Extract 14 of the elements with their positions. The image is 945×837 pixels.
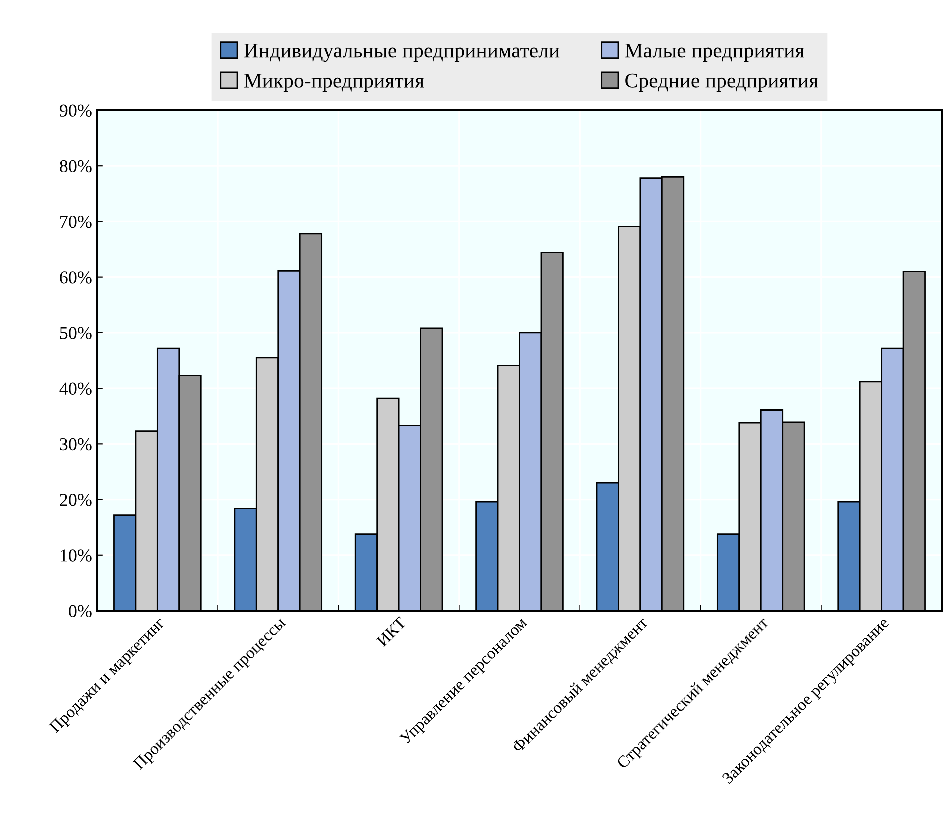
legend-label: Индивидуальные предприниматели — [244, 44, 560, 62]
legend-label: Малые предприятия — [625, 44, 804, 62]
y-tick-label: 70% — [60, 216, 92, 228]
y-tick-label: 80% — [60, 160, 92, 173]
y-tick-label: 30% — [60, 438, 92, 451]
legend-label: Микро-предприятия — [244, 74, 424, 92]
y-tick-label: 60% — [60, 272, 92, 284]
y-tick-label: 20% — [60, 494, 92, 506]
y-tick-label: 50% — [60, 327, 92, 340]
y-tick-label: 10% — [60, 550, 92, 562]
y-tick-label: 40% — [60, 382, 92, 396]
y-tick-label: 0% — [69, 605, 92, 618]
legend-label: Средние предприятия — [626, 74, 818, 92]
y-tick-label: 90% — [60, 104, 92, 117]
